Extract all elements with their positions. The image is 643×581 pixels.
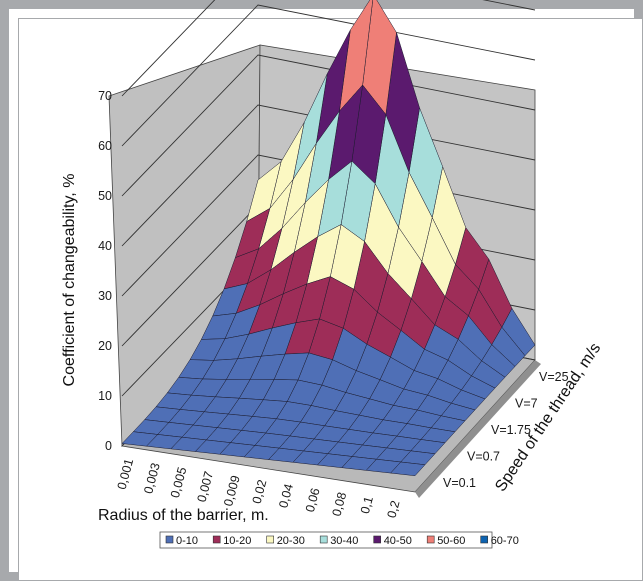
gridline <box>121 104 536 247</box>
z-tick-label: 50 <box>98 189 112 203</box>
z-tick-label: 60 <box>98 139 112 153</box>
y-tick-label: V=25 <box>539 370 569 384</box>
legend-label: 60-70 <box>491 535 519 547</box>
legend-swatch <box>212 535 221 544</box>
legend-label: 30-40 <box>330 535 358 547</box>
legend: 0-10 10-20 20-30 30-40 40-50 50-60 60-70 <box>159 531 519 549</box>
x-tick-label: 0,009 <box>221 474 243 508</box>
x-tick-label: 0,1 <box>358 495 376 515</box>
legend-swatch <box>480 535 489 544</box>
z-tick-label: 30 <box>98 289 112 303</box>
x-tick-label: 0,02 <box>250 478 270 505</box>
legend-swatch <box>319 535 328 544</box>
x-tick-label: 0,04 <box>276 482 296 509</box>
x-tick-label: 0,06 <box>303 486 323 513</box>
z-tick-label: 0 <box>105 439 112 453</box>
z-tick-label: 40 <box>98 239 112 253</box>
floor-edge <box>415 360 541 498</box>
x-tick-label: 0,001 <box>115 457 137 491</box>
gridline <box>121 0 536 97</box>
legend-swatch <box>426 535 435 544</box>
x-tick-label: 0,2 <box>385 499 403 519</box>
gridline <box>121 54 536 197</box>
x-tick-label: 0,08 <box>329 491 349 518</box>
legend-label: 20-30 <box>277 535 305 547</box>
gridline <box>121 4 536 147</box>
legend-label: 10-20 <box>223 535 251 547</box>
legend-label: 50-60 <box>437 535 465 547</box>
z-tick-label: 10 <box>98 389 112 403</box>
legend-swatch <box>165 535 174 544</box>
surface-plot <box>121 0 536 477</box>
z-tick-label: 20 <box>98 339 112 353</box>
x-axis-title: Radius of the barrier, m. <box>98 507 269 524</box>
z-tick-label: 70 <box>98 89 112 103</box>
x-tick-label: 0,003 <box>141 461 163 495</box>
surface-patch <box>121 431 159 447</box>
x-tick-label: 0,007 <box>195 470 217 504</box>
legend-swatch <box>266 535 275 544</box>
tick-labels: 0 10 20 30 40 50 60 70 0,001 0,003 0,005 0,007 0,009… <box>98 89 568 519</box>
legend-swatch <box>373 535 382 544</box>
x-tick-label: 0,005 <box>168 466 190 500</box>
z-axis-title: Coefficient of changeability, % <box>61 174 78 387</box>
y-tick-label: V=0.1 <box>443 476 476 490</box>
legend-label: 40-50 <box>384 535 412 547</box>
y-tick-label: V=1.75 <box>491 423 531 437</box>
y-tick-label: V=0.7 <box>467 449 500 463</box>
legend-label: 0-10 <box>176 535 198 547</box>
y-tick-label: V=7 <box>515 397 538 411</box>
